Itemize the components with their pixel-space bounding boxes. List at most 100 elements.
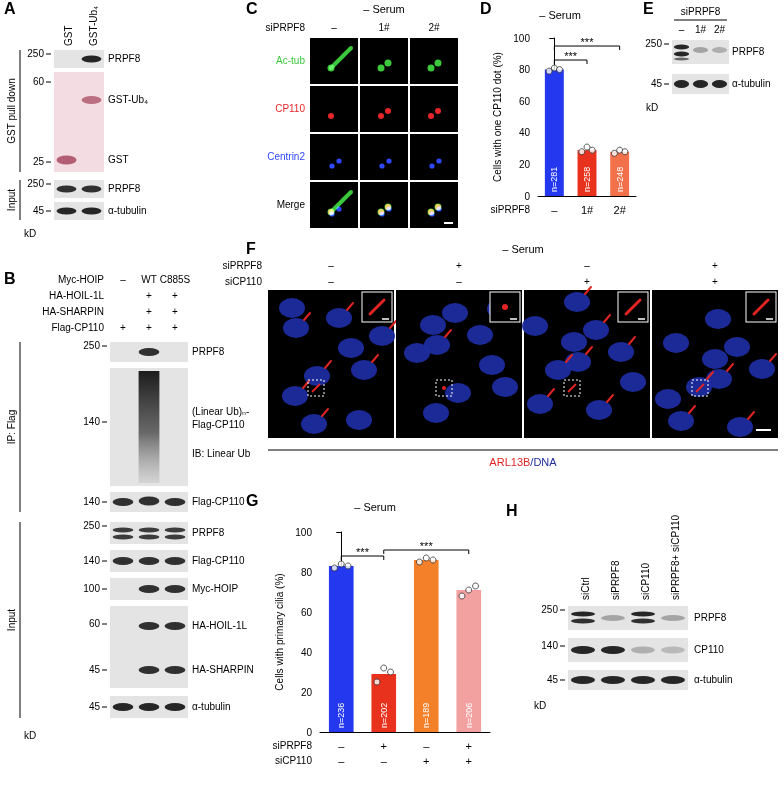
svg-text:250: 250 [645,38,662,49]
svg-text:IB: Linear Ub: IB: Linear Ub [192,448,251,459]
svg-text:PRPF8: PRPF8 [108,53,141,64]
svg-text:250: 250 [27,48,44,59]
svg-text:100: 100 [513,33,530,44]
svg-text:– Serum: – Serum [354,501,396,513]
svg-text:Cells with primary cilia (%): Cells with primary cilia (%) [274,573,285,690]
svg-text:(Linear Ub)ₙ-: (Linear Ub)ₙ- [192,406,249,417]
svg-text:Centrin2: Centrin2 [267,151,305,162]
svg-text:GST: GST [63,25,74,46]
svg-text:kD: kD [646,102,658,113]
svg-text:n=258: n=258 [582,167,592,192]
svg-text:HA-HOIL-1L: HA-HOIL-1L [192,620,247,631]
svg-text:siPRPF8: siPRPF8 [273,740,313,751]
svg-text:60: 60 [519,96,531,107]
svg-text:F: F [246,240,256,257]
svg-text:250: 250 [83,340,100,351]
svg-text:–: – [551,204,558,216]
svg-text:–: – [338,740,345,752]
svg-text:***: *** [581,36,595,48]
svg-text:+: + [120,322,126,333]
svg-text:40: 40 [301,647,313,658]
svg-text:Myc-HOIP: Myc-HOIP [58,274,104,285]
svg-text:+: + [172,322,178,333]
svg-text:WT: WT [141,274,157,285]
svg-text:80: 80 [301,567,313,578]
svg-text:Cells with one CP110 dot (%): Cells with one CP110 dot (%) [492,52,503,182]
svg-text:Flag-CP110: Flag-CP110 [192,555,245,566]
svg-text:siCtrl: siCtrl [580,577,591,600]
svg-text:–: – [381,755,388,767]
svg-text:+: + [146,306,152,317]
svg-text:20: 20 [519,159,531,170]
svg-text:–: – [423,740,430,752]
svg-text:25: 25 [33,156,45,167]
svg-text:45: 45 [89,664,101,675]
svg-text:+: + [146,290,152,301]
svg-text:250: 250 [541,604,558,615]
svg-text:n=236: n=236 [336,703,346,728]
svg-text:HA-SHARPIN: HA-SHARPIN [42,306,104,317]
svg-text:+: + [712,276,718,287]
svg-text:siPRPF8: siPRPF8 [266,22,306,33]
svg-text:GST-Ub₄: GST-Ub₄ [108,94,148,105]
svg-text:40: 40 [519,127,531,138]
svg-text:140: 140 [83,416,100,427]
svg-text:G: G [246,492,258,509]
svg-text:45: 45 [33,205,45,216]
svg-text:***: *** [356,546,370,558]
svg-text:C885S: C885S [160,274,191,285]
svg-text:+: + [712,260,718,271]
svg-text:PRPF8: PRPF8 [694,612,727,623]
svg-text:+: + [466,755,472,767]
svg-text:n=189: n=189 [421,703,431,728]
svg-text:siCP110: siCP110 [225,276,262,287]
svg-text:Myc-HOIP: Myc-HOIP [192,583,238,594]
svg-text:+: + [172,290,178,301]
svg-text:CP110: CP110 [694,644,724,655]
svg-text:1#: 1# [581,204,594,216]
svg-text:Input: Input [6,609,17,631]
svg-text:+: + [584,276,590,287]
svg-text:–: – [679,24,685,35]
svg-text:α-tubulin: α-tubulin [192,701,231,712]
svg-text:–: – [328,260,334,271]
svg-text:–: – [584,260,590,271]
svg-text:n=281: n=281 [549,167,559,192]
svg-text:– Serum: – Serum [539,9,581,21]
svg-text:2#: 2# [428,22,440,33]
svg-text:PRPF8: PRPF8 [192,346,225,357]
svg-text:1#: 1# [378,22,390,33]
svg-text:140: 140 [541,640,558,651]
svg-text:140: 140 [83,555,100,566]
svg-text:IP: Flag: IP: Flag [6,410,17,444]
svg-text:D: D [480,0,492,17]
svg-text:0: 0 [306,727,312,738]
svg-text:PRPF8: PRPF8 [108,183,141,194]
svg-text:Ac-tub: Ac-tub [276,55,305,66]
svg-text:Flag-CP110: Flag-CP110 [51,322,104,333]
svg-text:+: + [381,740,387,752]
svg-text:80: 80 [519,64,531,75]
svg-text:Input: Input [6,189,17,211]
svg-text:+: + [172,306,178,317]
svg-text:0: 0 [524,191,530,202]
svg-text:1#: 1# [695,24,707,35]
svg-text:CP110: CP110 [275,103,305,114]
svg-text:–: – [331,22,337,33]
svg-text:siPRPF8+ siCP110: siPRPF8+ siCP110 [670,514,681,600]
svg-text:α-tubulin: α-tubulin [732,78,771,89]
svg-text:H: H [506,502,518,519]
svg-text:n=202: n=202 [379,703,389,728]
svg-text:140: 140 [83,496,100,507]
svg-text:+: + [466,740,472,752]
svg-text:+: + [146,322,152,333]
svg-text:45: 45 [547,674,559,685]
svg-text:Merge: Merge [277,199,306,210]
svg-text:siCP110: siCP110 [275,755,312,766]
svg-text:45: 45 [651,78,663,89]
svg-text:***: *** [420,540,434,552]
svg-text:PRPF8: PRPF8 [732,46,765,57]
svg-text:Flag-CP110: Flag-CP110 [192,419,245,430]
svg-text:GST pull down: GST pull down [6,78,17,143]
svg-text:PRPF8: PRPF8 [192,527,225,538]
